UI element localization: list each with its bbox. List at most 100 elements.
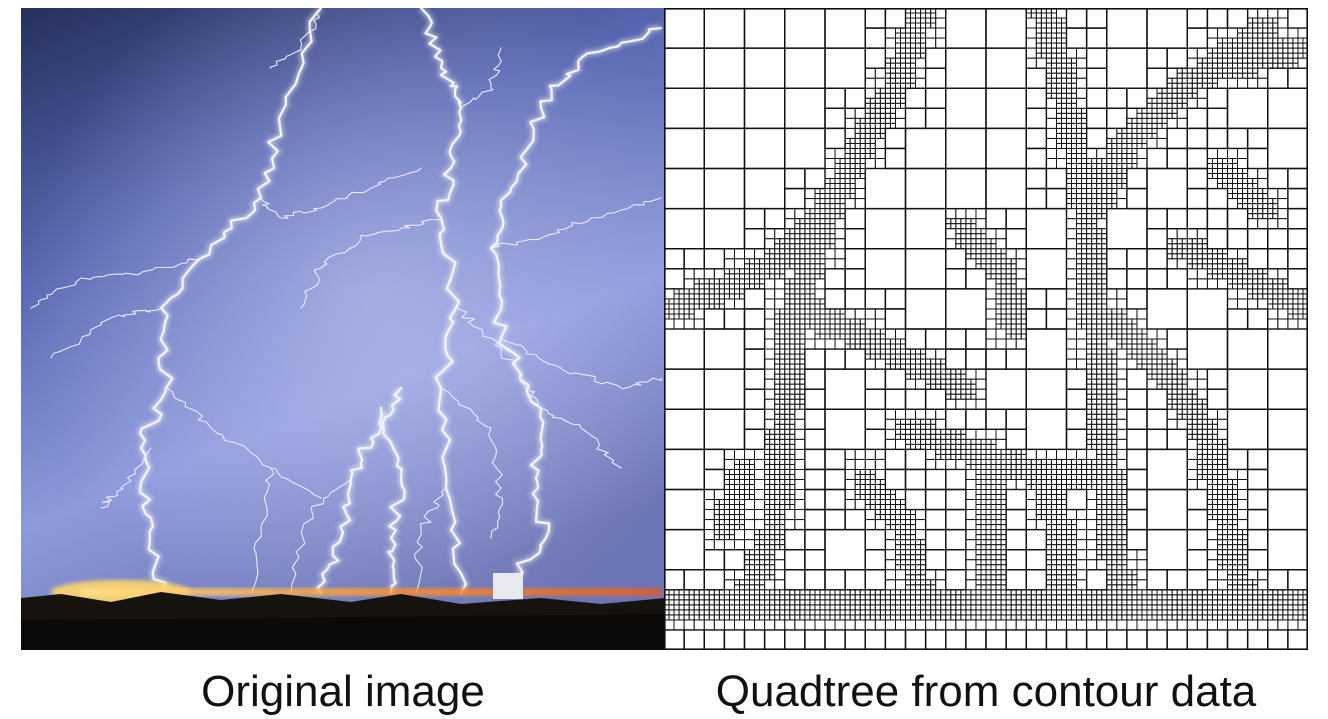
quadtree-cell: [804, 303, 811, 310]
quadtree-cell: [1081, 609, 1088, 616]
quadtree-cell: [1076, 313, 1083, 320]
quadtree-cell: [839, 599, 846, 606]
quadtree-cell: [1066, 62, 1072, 69]
quadtree-cell: [1106, 403, 1113, 410]
quadtree-cell: [1206, 273, 1213, 280]
quadtree-cell: [980, 514, 987, 521]
quadtree-cell: [1025, 609, 1032, 616]
quadtree-cell: [1045, 559, 1052, 566]
quadtree-cell: [754, 509, 766, 521]
quadtree-cell: [764, 263, 771, 270]
quadtree-cell: [915, 363, 922, 370]
quadtree-cell: [904, 629, 927, 650]
quadtree-cell: [1081, 474, 1088, 480]
quadtree-cell: [1066, 564, 1072, 571]
quadtree-cell: [945, 408, 967, 431]
quadtree-cell: [1040, 494, 1047, 500]
quadtree-cell: [733, 529, 745, 541]
quadtree-cell: [1272, 203, 1279, 210]
quadtree-cell: [864, 528, 887, 551]
quadtree-cell: [1025, 463, 1032, 470]
quadtree-cell: [985, 428, 997, 440]
quadtree-cell: [1096, 263, 1103, 270]
quadtree-cell: [1081, 273, 1088, 280]
quadtree-cell: [749, 273, 756, 280]
quadtree-cell: [1237, 47, 1244, 54]
quadtree-cell: [789, 253, 796, 260]
quadtree-cell: [894, 554, 901, 561]
quadtree-cell: [1186, 413, 1193, 420]
quadtree-cell: [1045, 504, 1052, 511]
quadtree-cell: [889, 358, 896, 365]
quadtree-cell: [1076, 238, 1083, 245]
quadtree-cell: [900, 534, 906, 541]
quadtree-cell: [1101, 453, 1108, 460]
quadtree-cell: [849, 183, 856, 190]
quadtree-cell: [784, 338, 791, 345]
quadtree-cell: [733, 514, 740, 521]
quadtree-cell: [1040, 604, 1047, 611]
quadtree-cell: [1071, 97, 1078, 104]
quadtree-cell: [718, 529, 725, 536]
quadtree-cell: [1247, 17, 1254, 24]
quadtree-cell: [1226, 207, 1249, 230]
quadtree-cell: [1136, 132, 1143, 139]
quadtree-cell: [859, 163, 866, 169]
lightning-branch: [290, 477, 352, 594]
quadtree-cell: [1050, 534, 1057, 541]
quadtree-cell: [769, 534, 776, 541]
quadtree-cell: [1086, 188, 1093, 195]
quadtree-cell: [930, 438, 937, 445]
quadtree-cell: [774, 318, 781, 325]
quadtree-cell: [960, 238, 967, 245]
quadtree-cell: [1101, 168, 1108, 174]
quadtree-cell: [784, 253, 791, 260]
quadtree-cell: [1106, 173, 1113, 179]
quadtree-cell: [894, 519, 901, 526]
quadtree-cell: [774, 589, 781, 596]
quadtree-cell: [1061, 97, 1067, 104]
quadtree-cell: [1292, 308, 1299, 315]
quadtree-cell: [779, 273, 786, 280]
quadtree-cell: [884, 604, 891, 611]
quadtree-cell: [1206, 72, 1213, 79]
quadtree-cell: [1055, 484, 1062, 490]
quadtree-cell: [1096, 188, 1103, 195]
quadtree-cell: [1096, 423, 1103, 430]
quadtree-cell: [794, 408, 806, 420]
quadtree-cell: [1196, 423, 1203, 430]
quadtree-cell: [1086, 213, 1093, 220]
quadtree-cell: [754, 534, 761, 541]
quadtree-cell: [739, 589, 745, 596]
quadtree-cell: [1101, 589, 1108, 596]
quadtree-cell: [1292, 42, 1299, 49]
quadtree-cell: [1226, 8, 1249, 29]
quadtree-cell: [920, 539, 927, 546]
quadtree-cell: [1121, 142, 1128, 149]
quadtree-cell: [1121, 147, 1128, 154]
quadtree-cell: [819, 303, 826, 310]
quadtree-cell: [1045, 82, 1052, 89]
quadtree-cell: [889, 524, 896, 531]
quadtree-cell: [1111, 403, 1118, 410]
quadtree-cell: [975, 218, 987, 230]
quadtree-cell: [1267, 42, 1274, 49]
quadtree-cell: [1232, 278, 1239, 285]
quadtree-cell: [925, 373, 932, 380]
quadtree-cell: [1171, 102, 1178, 109]
quadtree-cell: [1061, 519, 1067, 526]
quadtree-cell: [1111, 428, 1118, 435]
quadtree-cell: [1106, 248, 1128, 270]
quadtree-cell: [864, 288, 887, 310]
quadtree-cell: [754, 619, 766, 631]
quadtree-cell: [1091, 318, 1098, 325]
quadtree-cell: [814, 619, 826, 631]
quadtree-cell: [764, 388, 776, 400]
quadtree-cell: [809, 243, 816, 250]
quadtree-cell: [975, 474, 982, 480]
quadtree-cell: [925, 584, 932, 591]
quadtree-cell: [1061, 594, 1067, 601]
quadtree-cell: [1076, 273, 1083, 280]
quadtree-cell: [774, 609, 781, 616]
quadtree-cell: [1176, 403, 1183, 410]
